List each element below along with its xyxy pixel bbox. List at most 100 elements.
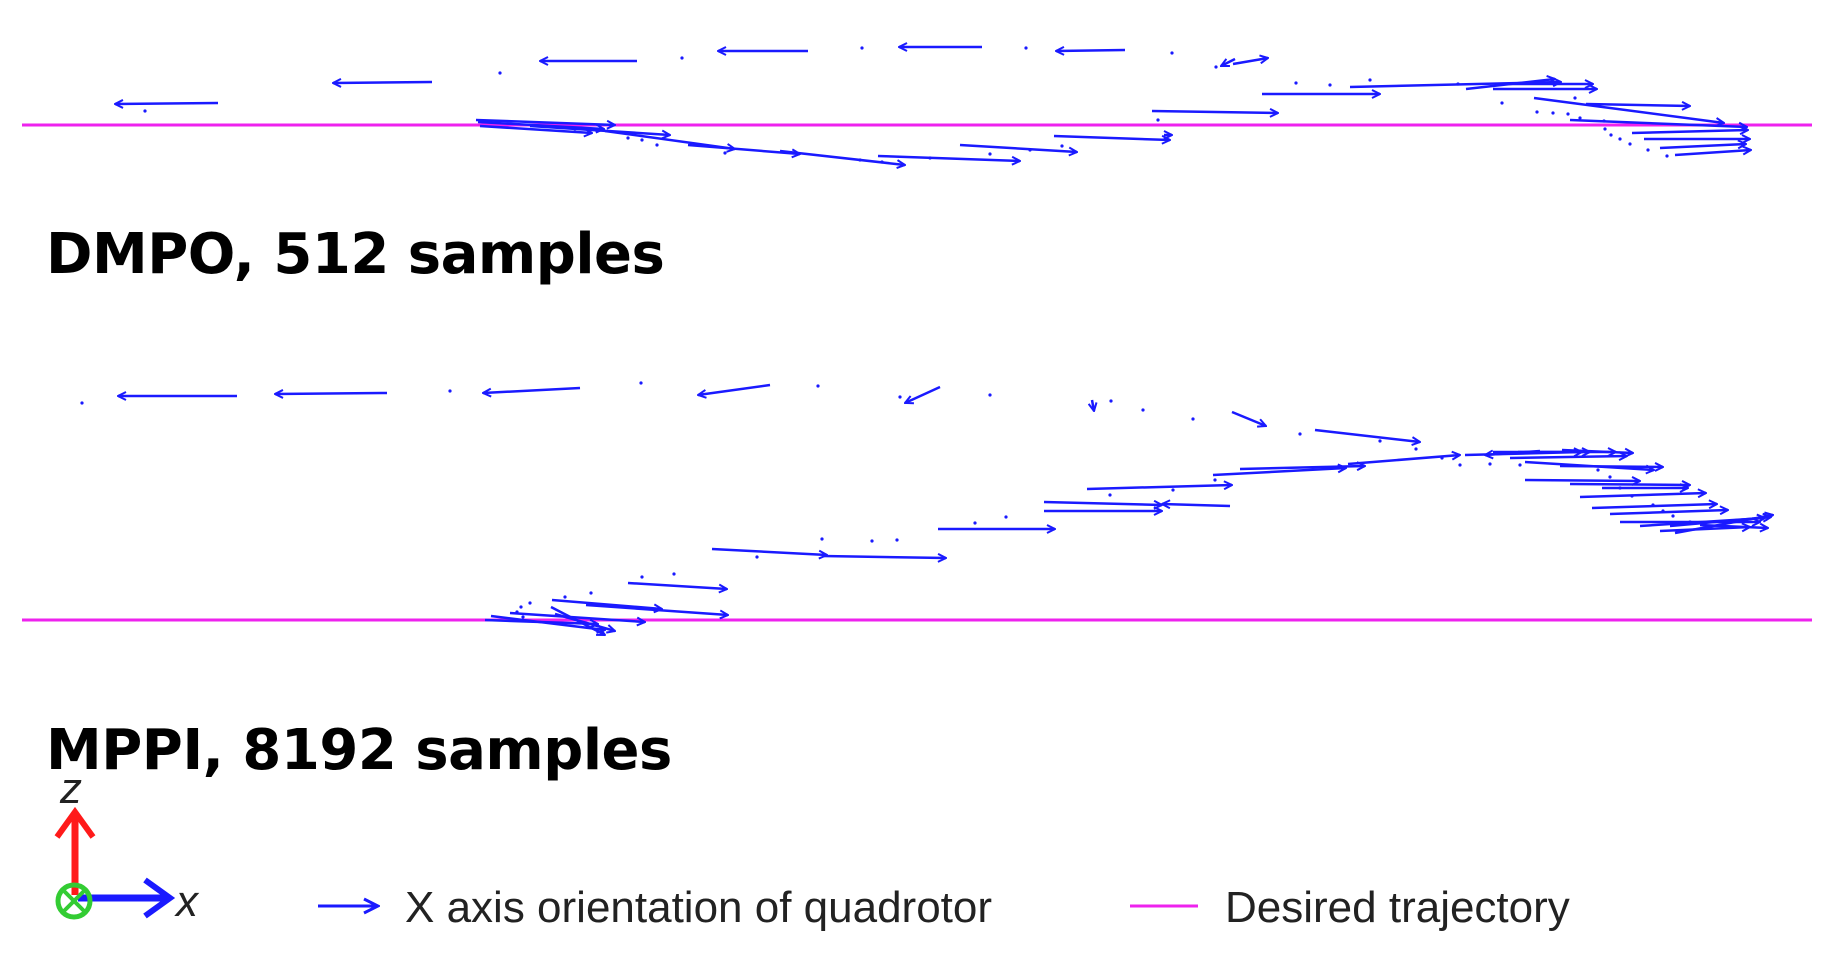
sample-dot: [143, 109, 147, 113]
sample-dot: [1628, 142, 1632, 146]
sample-dot: [1294, 81, 1298, 85]
sample-dot: [448, 389, 452, 393]
sample-dot: [1298, 432, 1302, 436]
orientation-arrow: [627, 581, 727, 589]
orientation-arrow: [905, 385, 941, 403]
sample-dot: [928, 156, 932, 160]
sample-dot: [655, 143, 659, 147]
dmpo-panel-title: DMPO, 512 samples: [46, 222, 665, 287]
orientation-arrow: [1591, 504, 1717, 510]
x-axis-arrowhead: [143, 877, 176, 919]
sample-dot: [1456, 82, 1460, 86]
sample-dot: [1156, 118, 1160, 122]
sample-dot: [1060, 144, 1064, 148]
sample-dot: [870, 539, 874, 543]
sample-dot: [1609, 133, 1613, 137]
sample-dot: [860, 46, 864, 50]
sample-dot: [528, 601, 532, 605]
orientation-arrow: [1524, 480, 1640, 481]
sample-dot: [1608, 475, 1612, 479]
sample-dot: [1024, 46, 1028, 50]
orientation-arrow: [1151, 111, 1278, 113]
sample-dot: [80, 401, 84, 405]
sample-dot: [1551, 111, 1555, 115]
orientation-arrow: [1579, 493, 1706, 499]
sample-dot: [1688, 520, 1692, 524]
sample-dot: [1368, 78, 1372, 82]
sample-dot: [519, 605, 523, 609]
sample-dot: [1573, 96, 1577, 100]
sample-dot: [755, 555, 759, 559]
sample-dot: [1214, 65, 1218, 69]
sample-dot: [1618, 137, 1622, 141]
sample-dot: [1213, 478, 1217, 482]
orientation-arrow: [1465, 79, 1555, 91]
sample-dot: [1440, 456, 1444, 460]
sample-dot: [1665, 154, 1669, 158]
sample-dot: [1518, 463, 1522, 467]
sample-dot: [816, 384, 820, 388]
orientation-arrow: [1659, 527, 1750, 533]
sample-dot: [1630, 494, 1634, 498]
orientation-arrow: [1162, 504, 1231, 506]
sample-dot: [1141, 408, 1145, 412]
sample-dot: [1414, 447, 1418, 451]
orientation-arrow: [1086, 485, 1232, 491]
orientation-arrow: [477, 120, 604, 129]
sample-dot: [895, 538, 899, 542]
sample-dot: [672, 572, 676, 576]
orientation-arrow: [1232, 58, 1268, 66]
sample-dot: [680, 56, 684, 60]
orientation-arrow: [585, 603, 728, 615]
orientation-arrow: [1053, 134, 1170, 140]
legend-arrow-label: X axis orientation of quadrotor: [405, 883, 992, 932]
y-axis-cross-icon: [61, 888, 87, 914]
legend-line-label: Desired trajectory: [1225, 883, 1570, 932]
sample-dot: [1651, 503, 1655, 507]
sample-dot: [1191, 417, 1195, 421]
sample-dot: [1488, 462, 1492, 466]
orientation-arrow: [1674, 150, 1751, 157]
sample-dot: [589, 591, 593, 595]
orientation-arrow: [1559, 466, 1663, 467]
orientation-arrow: [551, 598, 662, 609]
sample-dot: [1109, 399, 1113, 403]
sample-dot: [898, 395, 902, 399]
sample-dot: [858, 158, 862, 162]
orientation-arrow: [1533, 96, 1724, 123]
sample-dot: [1378, 439, 1382, 443]
sample-dot: [1170, 51, 1174, 55]
sample-dot: [820, 537, 824, 541]
sample-dot: [1618, 486, 1622, 490]
sample-dot: [1602, 119, 1606, 123]
sample-dot: [498, 71, 502, 75]
orientation-arrow: [1314, 428, 1420, 442]
sample-dot: [1171, 488, 1175, 492]
sample-dot: [640, 138, 644, 142]
sample-dot: [515, 610, 519, 614]
orientation-arrow: [687, 143, 800, 154]
sample-dot: [1458, 463, 1462, 467]
orientation-arrow: [959, 143, 1077, 152]
sample-dot: [626, 136, 630, 140]
sample-dot: [973, 521, 977, 525]
orientation-arrow: [1212, 468, 1346, 477]
orientation-arrow: [1239, 466, 1365, 469]
orientation-arrow: [1631, 130, 1748, 133]
orientation-arrow: [483, 386, 581, 393]
sample-dot: [1578, 116, 1582, 120]
orientation-arrow: [1092, 399, 1094, 411]
orientation-arrow: [698, 383, 771, 395]
dmpo-orientation-arrows: [115, 47, 1751, 165]
dmpo-sample-dots: [143, 46, 1669, 164]
sample-dot: [988, 152, 992, 156]
orientation-arrow: [877, 154, 1020, 161]
sample-dot: [1108, 493, 1112, 497]
orientation-arrow: [490, 614, 605, 630]
orientation-arrow: [115, 103, 219, 104]
sample-dot: [723, 151, 727, 155]
orientation-arrow: [333, 82, 433, 83]
orientation-arrow: [479, 124, 592, 133]
sample-dot: [1328, 83, 1332, 87]
